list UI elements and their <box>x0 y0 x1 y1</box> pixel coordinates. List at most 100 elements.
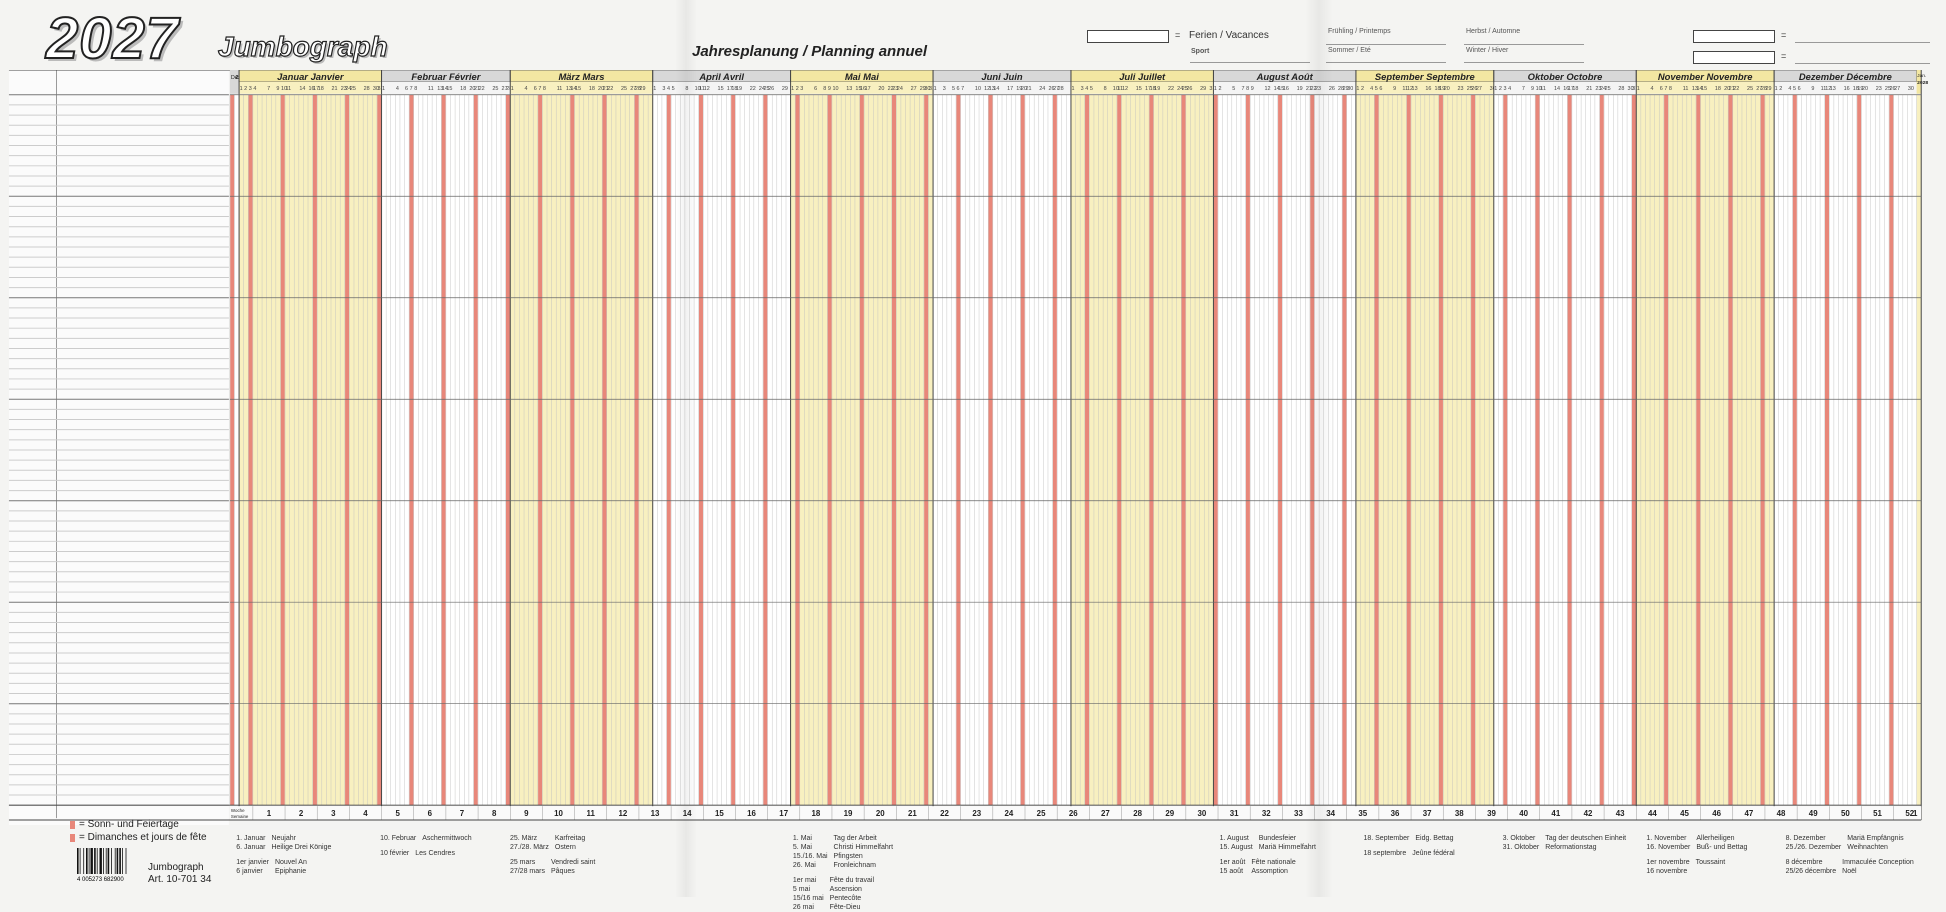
day-strip <box>740 94 745 806</box>
holiday-name: Toussaint <box>1695 859 1726 866</box>
day-number: 29 <box>920 86 926 92</box>
holiday-row-de: 1. Januar 6. Januar Neujahr Heilige Drei … <box>236 834 331 852</box>
sunday-strip <box>1599 94 1604 806</box>
day-strip <box>1011 94 1016 806</box>
day-strip <box>896 94 901 806</box>
day-strip <box>252 94 258 806</box>
holiday-row-fr: 8 décembre 25/26 décembre Immaculée Conce… <box>1786 858 1914 876</box>
next-day-strip <box>1916 94 1922 806</box>
day-number-row-10 <box>1636 81 1775 94</box>
day-strip <box>1080 94 1085 806</box>
week-number: 21 <box>908 809 917 818</box>
holiday-date: 25 mars 27/28 mars <box>509 859 545 875</box>
day-number: 8 <box>1104 86 1107 92</box>
day-number: 21 <box>1306 86 1312 92</box>
holiday-block: 8. Dezember 25./26. Dezember Mariä Empfän… <box>1786 834 1914 876</box>
day-number: 6 <box>1660 86 1663 92</box>
day-number: 25 <box>350 86 356 92</box>
holiday-date: 1er novembre 16 novembre <box>1646 859 1690 875</box>
day-number: 24 <box>759 86 765 92</box>
day-strip <box>349 94 354 806</box>
barcode-bar <box>122 848 123 874</box>
holiday-date: 18. September <box>1363 835 1410 842</box>
day-number: 10 <box>695 86 701 92</box>
day-strip <box>1401 94 1407 806</box>
day-strip <box>1723 94 1729 806</box>
week-number: 39 <box>1487 809 1496 818</box>
day-strip <box>1833 94 1839 806</box>
day-number: 14 <box>442 86 448 92</box>
day-strip <box>979 94 984 806</box>
day-number: 16 <box>1563 86 1569 92</box>
day-strip <box>611 94 616 806</box>
holiday-name: Aschermittwoch <box>422 835 472 842</box>
sunday-strip <box>377 94 382 806</box>
day-strip <box>1268 94 1274 806</box>
day-number: 9 <box>1393 86 1396 92</box>
day-number: 30 <box>1908 86 1914 92</box>
day-number: 17 <box>727 86 733 92</box>
day-number: 20 <box>878 86 884 92</box>
day-strip <box>914 94 920 806</box>
day-number: 23 <box>341 86 347 92</box>
day-strip <box>1397 94 1402 806</box>
day-strip <box>1337 94 1343 806</box>
day-number: 1 <box>1356 86 1359 92</box>
day-strip <box>1098 94 1104 806</box>
sunday-strip <box>1245 94 1250 806</box>
day-strip <box>1810 94 1816 806</box>
day-strip <box>381 94 387 806</box>
day-strip <box>1162 94 1168 806</box>
day-strip <box>1378 94 1384 806</box>
day-strip <box>1866 94 1871 806</box>
day-strip <box>386 94 391 806</box>
day-number: 7 <box>410 86 413 92</box>
week-number: 42 <box>1584 809 1593 818</box>
day-number: 1 <box>653 86 656 92</box>
day-number: 11 <box>1402 86 1408 92</box>
day-number: 9 <box>828 86 831 92</box>
day-strip <box>588 94 593 806</box>
day-number: 20 <box>1444 86 1450 92</box>
day-strip <box>1627 94 1632 806</box>
holiday-date: 8 décembre 25/26 décembre <box>1785 859 1837 875</box>
day-strip <box>1300 94 1306 806</box>
day-strip <box>1829 94 1834 806</box>
day-number: 7 <box>961 86 964 92</box>
holiday-row-de: 8. Dezember 25./26. Dezember Mariä Empfän… <box>1786 834 1914 852</box>
day-number: 15 <box>1701 86 1707 92</box>
day-strip <box>680 94 685 806</box>
day-strip <box>937 94 943 806</box>
day-strip <box>813 94 819 806</box>
day-strip <box>1801 94 1807 806</box>
day-strip <box>1250 94 1255 806</box>
day-strip <box>1167 94 1173 806</box>
day-strip <box>1709 94 1715 806</box>
day-number: 15 <box>1278 86 1284 92</box>
week-number: 12 <box>618 809 627 818</box>
day-strip <box>620 94 626 806</box>
day-strip <box>772 94 777 806</box>
day-strip <box>781 94 787 806</box>
week-number: 30 <box>1198 809 1207 818</box>
day-strip <box>427 94 433 806</box>
day-strip <box>321 94 327 806</box>
holiday-name: Nouvel An Epiphanie <box>274 859 307 875</box>
holiday-date: 1. August 15. August <box>1219 835 1253 851</box>
day-number-row-6 <box>1070 81 1214 94</box>
day-number-row-9 <box>1493 81 1637 94</box>
week-number: 4 <box>363 809 368 818</box>
day-number: 19 <box>1016 86 1022 92</box>
day-strip <box>1135 94 1140 806</box>
day-strip <box>1484 94 1490 806</box>
day-strip <box>992 94 998 806</box>
day-strip <box>717 94 722 806</box>
day-strip <box>436 94 442 806</box>
day-strip <box>735 94 741 806</box>
day-strip <box>749 94 754 806</box>
day-number: 4 <box>667 86 670 92</box>
day-number: 3 <box>249 86 252 92</box>
day-strip <box>363 94 368 806</box>
day-strip <box>404 94 410 806</box>
holiday-row-de: 3. Oktober 31. Oktober Tag der deutschen … <box>1503 834 1627 852</box>
